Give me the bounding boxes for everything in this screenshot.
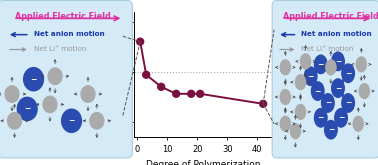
- Text: Applied Electric Field: Applied Electric Field: [283, 12, 378, 21]
- Circle shape: [332, 52, 344, 71]
- Point: [143, 73, 149, 76]
- Circle shape: [290, 124, 301, 139]
- Circle shape: [62, 109, 81, 132]
- Text: Net anion motion: Net anion motion: [301, 31, 371, 37]
- X-axis label: Degree of Polymerization: Degree of Polymerization: [146, 160, 260, 165]
- Circle shape: [280, 90, 290, 104]
- Text: −: −: [325, 99, 331, 107]
- FancyBboxPatch shape: [0, 0, 132, 158]
- Circle shape: [43, 96, 57, 113]
- Circle shape: [353, 116, 363, 131]
- Circle shape: [280, 60, 290, 75]
- Circle shape: [296, 104, 305, 119]
- Circle shape: [326, 60, 336, 75]
- Circle shape: [356, 57, 366, 72]
- Text: Applied Electric Field: Applied Electric Field: [15, 12, 110, 21]
- Circle shape: [81, 86, 95, 102]
- Circle shape: [311, 82, 324, 100]
- Point: [158, 85, 164, 88]
- Text: −: −: [338, 113, 344, 122]
- Text: −: −: [68, 116, 75, 125]
- Text: −: −: [307, 72, 314, 81]
- Circle shape: [296, 75, 305, 90]
- Text: −: −: [335, 84, 341, 93]
- Circle shape: [304, 67, 317, 85]
- Point: [188, 93, 194, 95]
- Text: Net Li⁺ motion: Net Li⁺ motion: [34, 46, 86, 52]
- Circle shape: [24, 68, 43, 91]
- Circle shape: [342, 94, 355, 112]
- Text: −: −: [30, 75, 37, 84]
- Circle shape: [325, 120, 337, 139]
- Circle shape: [8, 113, 22, 129]
- Point: [197, 93, 203, 95]
- Circle shape: [17, 97, 37, 120]
- Text: Net anion motion: Net anion motion: [34, 31, 104, 37]
- Text: −: −: [314, 87, 321, 96]
- Circle shape: [280, 116, 290, 131]
- Text: −: −: [318, 60, 324, 69]
- Circle shape: [322, 94, 334, 112]
- Text: −: −: [335, 57, 341, 66]
- Text: −: −: [345, 99, 351, 107]
- Text: −: −: [328, 125, 334, 134]
- Text: −: −: [345, 69, 351, 78]
- Circle shape: [335, 109, 347, 127]
- Point: [173, 93, 179, 95]
- Y-axis label: t₊: t₊: [99, 69, 110, 79]
- Text: −: −: [318, 113, 324, 122]
- Circle shape: [314, 55, 327, 74]
- Circle shape: [314, 109, 327, 127]
- Circle shape: [359, 84, 369, 99]
- Point: [137, 40, 143, 43]
- Text: Net Li⁺ motion: Net Li⁺ motion: [301, 46, 353, 52]
- Circle shape: [301, 54, 311, 69]
- Circle shape: [90, 113, 104, 129]
- Circle shape: [48, 68, 62, 84]
- FancyBboxPatch shape: [272, 0, 378, 158]
- Point: [260, 102, 266, 105]
- Circle shape: [332, 79, 344, 97]
- Text: −: −: [24, 104, 30, 113]
- Circle shape: [5, 86, 19, 102]
- Circle shape: [342, 64, 355, 82]
